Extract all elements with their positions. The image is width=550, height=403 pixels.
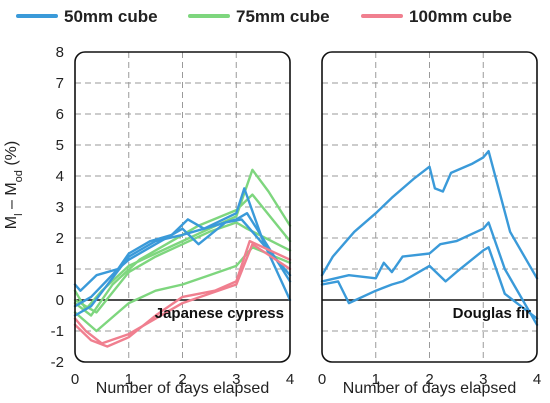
- y-tick-label: 8: [56, 44, 64, 61]
- series-line-50mm-cube: [73, 212, 292, 317]
- y-tick-label: 6: [56, 106, 64, 123]
- x-tick-label: 3: [232, 371, 240, 388]
- y-tick-label: 1: [56, 261, 64, 278]
- y-tick-labels: -2 -1 0 1 2 3 4 5 6 7 8: [51, 44, 64, 371]
- series-line-50mm-cube: [320, 150, 539, 280]
- y-tick-label: 0: [56, 292, 64, 309]
- x-tick-label: 2: [178, 371, 186, 388]
- plot-frame: [321, 51, 538, 363]
- y-tick-label: -1: [51, 323, 64, 340]
- legend-label: 75mm cube: [236, 7, 330, 26]
- x-axis-title: Number of days elapsed: [96, 380, 269, 397]
- x-tick-label: 4: [533, 371, 541, 388]
- y-tick-label: 7: [56, 75, 64, 92]
- x-tick-label: 0: [71, 371, 79, 388]
- x-tick-labels: 0 1 2 3 4: [318, 371, 541, 388]
- series-line-75mm-cube: [73, 193, 292, 317]
- x-tick-label: 1: [125, 371, 133, 388]
- y-tick-label: 3: [56, 199, 64, 216]
- x-axis-title: Number of days elapsed: [343, 380, 516, 397]
- series-line-50mm-cube: [320, 246, 539, 320]
- y-tick-label: 4: [56, 168, 64, 185]
- legend-entry: 75mm cube: [188, 7, 330, 26]
- panel-label-douglas-fir: Douglas fir: [453, 305, 532, 322]
- y-axis-title: Ml – Mod (%): [3, 141, 25, 229]
- y-tick-label: 2: [56, 230, 64, 247]
- series-line-50mm-cube: [320, 221, 539, 326]
- legend-label: 100mm cube: [409, 7, 512, 26]
- panel-japanese-cypress: Japanese cypress 0 1 2 3 4 Number of days el…: [71, 51, 294, 397]
- gridlines: [322, 52, 537, 362]
- legend-entry: 100mm cube: [361, 7, 512, 26]
- x-tick-label: 2: [425, 371, 433, 388]
- x-tick-label: 1: [372, 371, 380, 388]
- legend-label: 50mm cube: [64, 7, 158, 26]
- legend-entry: 50mm cube: [16, 7, 158, 26]
- legend: 50mm cube 75mm cube 100mm cube: [16, 7, 512, 26]
- panel-douglas-fir: Douglas fir 0 1 2 3 4 Number of days elapsed: [318, 51, 541, 397]
- y-tick-label: 5: [56, 137, 64, 154]
- series-line-75mm-cube: [73, 246, 292, 333]
- series-line-100mm-cube: [73, 243, 292, 345]
- x-tick-label: 0: [318, 371, 326, 388]
- plot-frame: [74, 51, 291, 363]
- gridlines: [75, 52, 290, 362]
- series-line-50mm-cube: [73, 218, 292, 308]
- series-line-75mm-cube: [73, 168, 292, 311]
- y-tick-label: -2: [51, 354, 64, 371]
- x-tick-label: 3: [479, 371, 487, 388]
- x-tick-labels: 0 1 2 3 4: [71, 371, 294, 388]
- series-line-75mm-cube: [73, 221, 292, 314]
- series-line-100mm-cube: [73, 239, 292, 348]
- panel-label-japanese-cypress: Japanese cypress: [155, 305, 284, 322]
- x-tick-label: 4: [286, 371, 294, 388]
